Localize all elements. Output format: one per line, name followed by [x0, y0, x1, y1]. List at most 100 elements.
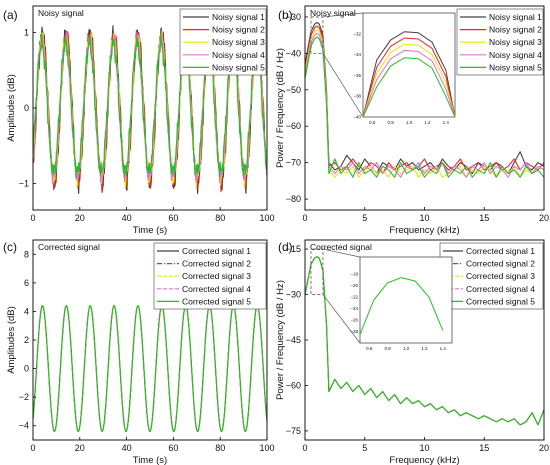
inset-x-tick-label: 0.8	[384, 346, 391, 351]
y-tick-label: −60	[286, 121, 301, 131]
panel-letter: (c)	[3, 240, 17, 254]
inset-x-tick-label: 1.4	[440, 346, 447, 351]
x-tick-label: 0	[30, 213, 35, 223]
inset-series-line-4	[362, 49, 456, 118]
legend-label-2: Corrected signal 2	[466, 259, 535, 269]
panel-a-noisy-time-chart: (a) 0 20 40 60 80 100 −1 0 1 Time (s) Amplitudes (d…	[3, 5, 275, 236]
plot-area	[33, 25, 267, 195]
x-tick-label: 5	[362, 213, 367, 223]
inset-y-tick-label: −18	[350, 272, 358, 277]
legend-label-3: Corrected signal 3	[182, 271, 251, 281]
series-line-5	[305, 256, 544, 426]
annotation-text: Corrected signal	[310, 242, 372, 252]
inset-y-tick-label: −20	[350, 283, 358, 288]
inset-frame	[359, 256, 453, 344]
x-tick-label: 100	[259, 443, 274, 453]
plot-area	[305, 256, 544, 426]
y-tick-label: −45	[286, 335, 301, 345]
x-axis-label: Time (s)	[133, 225, 167, 236]
x-tick-label: 40	[122, 213, 132, 223]
series-line-2	[33, 305, 267, 432]
legend-label-1: Corrected signal 1	[182, 246, 251, 256]
x-tick-label: 0	[30, 443, 35, 453]
plot-area	[305, 21, 544, 178]
legend-label-3: Corrected signal 3	[466, 271, 535, 281]
x-tick-label: 80	[215, 213, 225, 223]
y-tick-label: −80	[286, 194, 301, 204]
inset-y-tick-label: −22	[350, 295, 358, 300]
annotation-text: Noisy signal	[310, 8, 356, 18]
zoom-region-box	[310, 16, 324, 54]
inset-x-tick-label: 1.0	[406, 120, 413, 125]
y-tick-label: −4	[19, 421, 29, 431]
inset-x-tick-label: 0.6	[366, 346, 373, 351]
inset-y-tick-label: −26	[350, 318, 358, 323]
y-tick-label: −60	[286, 380, 301, 390]
y-tick-label: −70	[286, 158, 301, 168]
panel-b-noisy-psd-chart: (b) 0 5 10 15 20 −80 −70 −60 −50 −40 −30 Frequency (…	[275, 5, 549, 236]
y-tick-label: 4	[24, 306, 29, 316]
x-tick-label: 0	[302, 443, 307, 453]
x-tick-label: 0	[302, 213, 307, 223]
series-line-5	[305, 36, 544, 178]
y-tick-label: −1	[19, 179, 29, 189]
x-axis-label: Time (s)	[133, 455, 167, 465]
legend-label-3: Noisy signal 3	[212, 37, 265, 47]
y-tick-label: −2	[19, 392, 29, 402]
x-tick-label: 100	[259, 213, 274, 223]
y-tick-label: −15	[286, 244, 301, 254]
legend-label-1: Corrected signal 1	[466, 246, 535, 256]
annotation-text: Corrected signal	[38, 242, 100, 252]
inset-x-tick-label: 1.2	[421, 346, 428, 351]
y-tick-label: 8	[24, 249, 29, 259]
x-tick-label: 60	[168, 213, 178, 223]
inset-x-tick-label: 0.8	[387, 120, 394, 125]
y-tick-label: 6	[24, 278, 29, 288]
x-tick-label: 80	[215, 443, 225, 453]
x-tick-label: 20	[539, 443, 549, 453]
legend-label-2: Corrected signal 2	[182, 259, 251, 269]
panel-d-corrected-psd-chart: (d) 0 5 10 15 20 −75 −60 −45 −30 −15 Frequency (kHz…	[275, 239, 549, 465]
y-tick-label: −40	[286, 48, 301, 58]
x-axis-label: Frequency (kHz)	[389, 225, 459, 236]
panel-c-corrected-time-chart: (c) 0 20 40 60 80 100 −4 −2 0 2 4 6 8 Time (s) Amplitud…	[3, 239, 275, 465]
inset-frame	[362, 12, 456, 118]
legend-label-4: Noisy signal 4	[489, 50, 542, 60]
x-tick-label: 15	[479, 443, 489, 453]
y-axis-label: Amplitudes (dB)	[6, 74, 17, 142]
legend-label-4: Noisy signal 4	[212, 50, 265, 60]
inset-x-tick-label: 1.2	[424, 120, 431, 125]
inset-y-tick-label: −36	[353, 73, 361, 78]
inset-x-tick-label: 1.0	[403, 346, 410, 351]
x-tick-label: 15	[479, 213, 489, 223]
series-line-4	[33, 305, 267, 432]
y-axis-label: Power / Frequency (dB / Hz)	[275, 280, 286, 400]
y-tick-label: −30	[286, 290, 301, 300]
y-tick-label: −30	[286, 12, 301, 22]
x-tick-label: 10	[419, 213, 429, 223]
series-line-4	[305, 32, 544, 178]
y-tick-label: 1	[24, 27, 29, 37]
plot-area	[33, 305, 267, 432]
legend-label-5: Corrected signal 5	[466, 296, 535, 306]
legend-label-5: Noisy signal 5	[489, 62, 542, 72]
x-axis-label: Frequency (kHz)	[389, 455, 459, 465]
inset-y-tick-label: −40	[353, 115, 361, 120]
x-tick-label: 10	[419, 443, 429, 453]
inset-series-line-3	[362, 43, 456, 118]
inset-y-tick-label: −38	[353, 94, 361, 99]
zoom-connector-top	[322, 12, 364, 18]
series-line-5	[33, 305, 267, 432]
y-axis-label: Amplitudes (dB)	[6, 306, 17, 374]
inset-y-tick-label: −24	[350, 306, 358, 311]
x-tick-label: 20	[75, 213, 85, 223]
legend-label-5: Corrected signal 5	[182, 296, 251, 306]
legend-label-3: Noisy signal 3	[489, 37, 542, 47]
zoom-region-box	[310, 248, 324, 295]
series-line-1	[33, 305, 267, 432]
legend-label-1: Noisy signal 1	[212, 12, 265, 22]
x-tick-label: 20	[75, 443, 85, 453]
inset-x-tick-label: 1.4	[443, 120, 450, 125]
inset-series-line-5	[362, 57, 456, 118]
